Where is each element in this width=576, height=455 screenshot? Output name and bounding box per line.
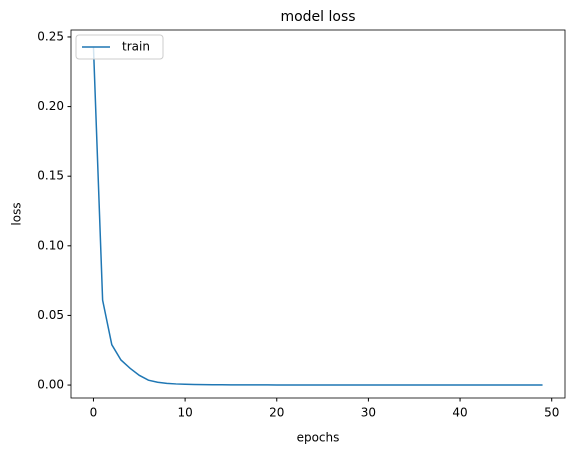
x-tick-label: 0 (90, 406, 98, 420)
axes-frame (70, 29, 566, 399)
y-tick-label: 0.10 (37, 238, 64, 252)
x-tick-label: 10 (177, 406, 192, 420)
x-tick-label: 40 (452, 406, 467, 420)
y-tick-label: 0.25 (37, 29, 64, 43)
y-tick-label: 0.00 (37, 378, 64, 392)
x-tick-label: 20 (269, 406, 284, 420)
legend-box (75, 34, 164, 60)
x-tick-label: 30 (361, 406, 376, 420)
y-tick-label: 0.05 (37, 308, 64, 322)
chart-title: model loss (280, 9, 355, 25)
x-axis-label: epochs (297, 431, 340, 445)
x-tick-label: 50 (544, 406, 559, 420)
y-tick-label: 0.20 (37, 99, 64, 113)
legend-label: train (122, 40, 150, 54)
y-axis-label: loss (10, 202, 24, 225)
line (92, 46, 543, 386)
y-tick-label: 0.15 (37, 169, 64, 183)
